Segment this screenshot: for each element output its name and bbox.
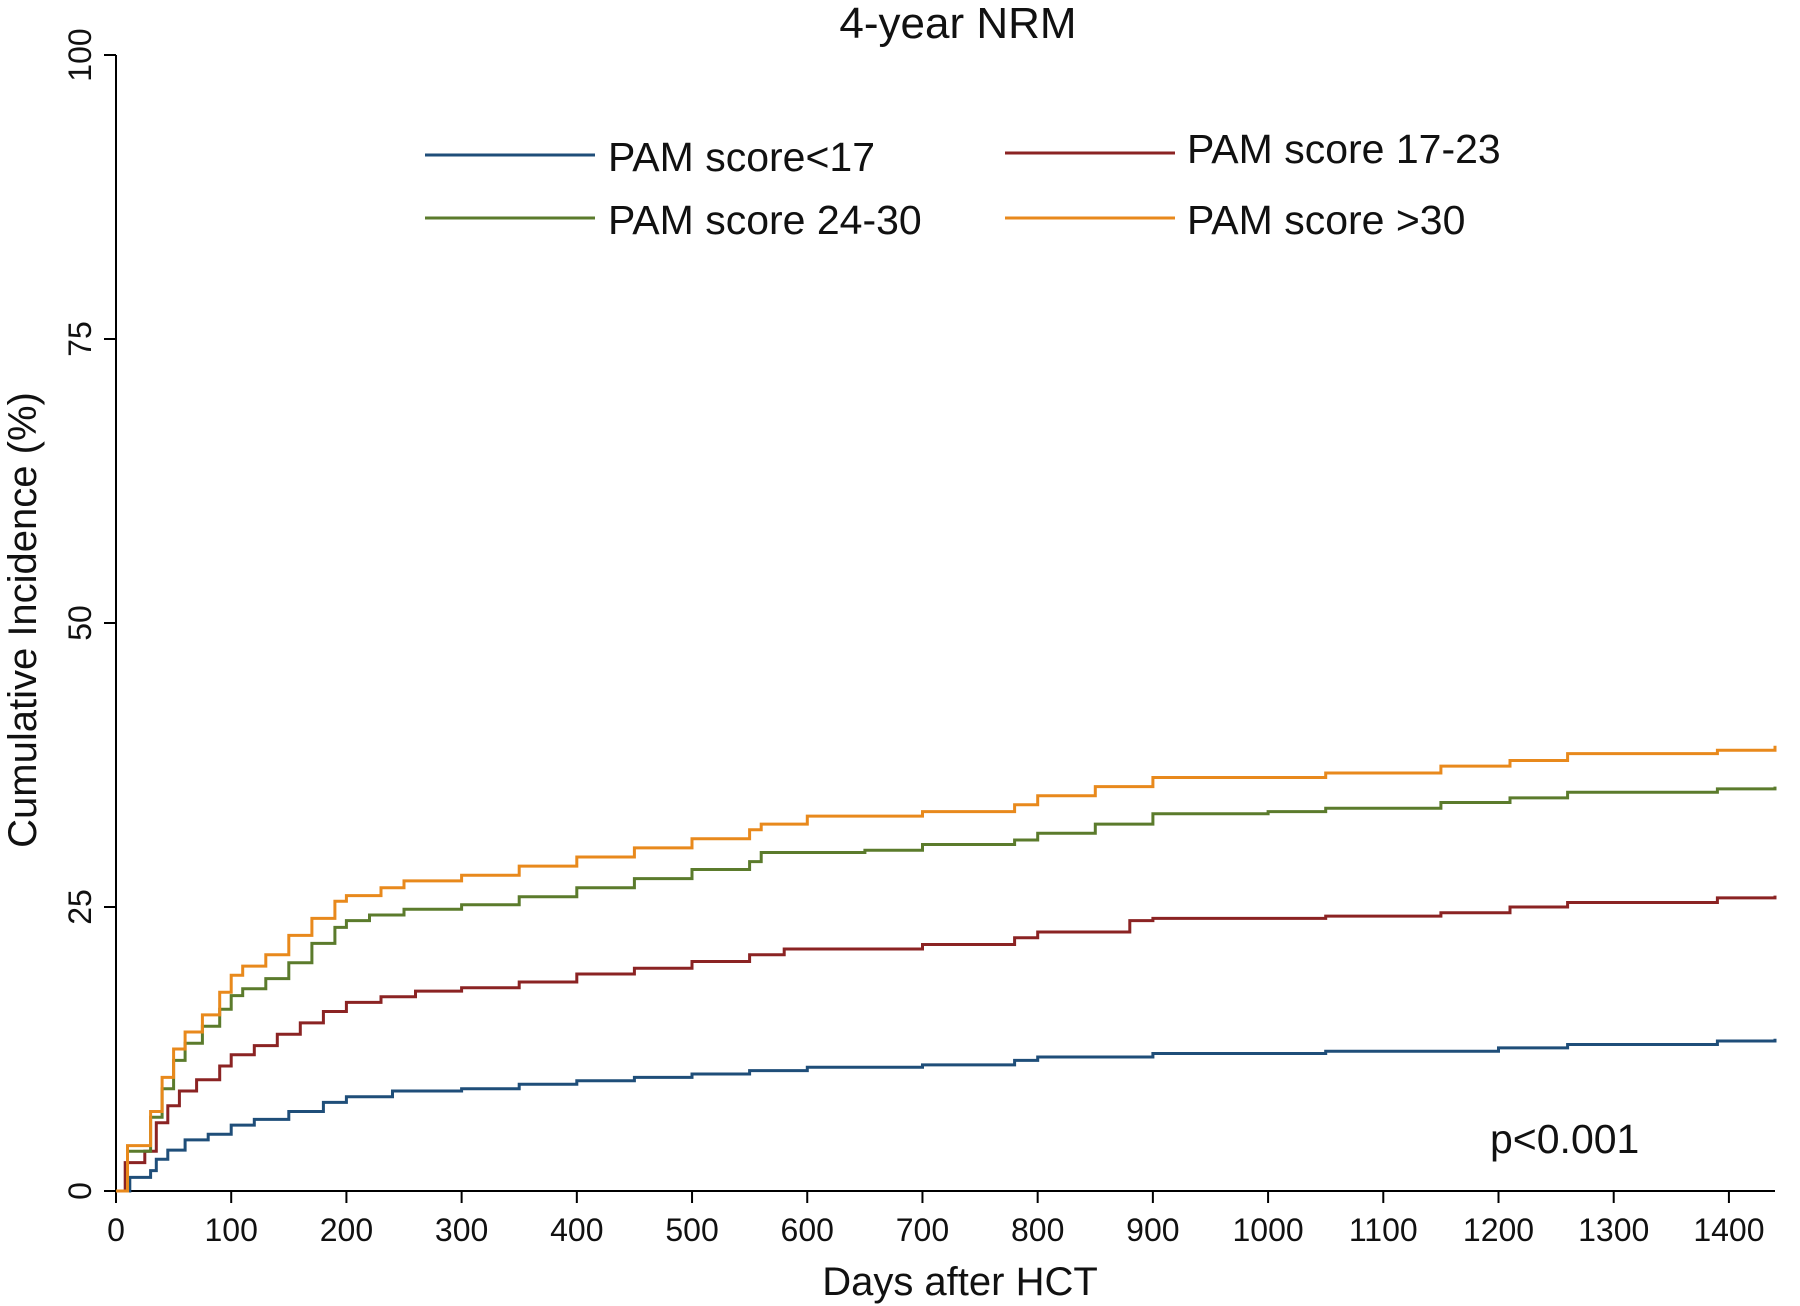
x-tick-label: 0 — [107, 1212, 125, 1248]
legend-label-series-4: PAM score >30 — [1187, 197, 1465, 243]
chart-title: 4-year NRM — [839, 0, 1076, 48]
x-tick-label: 700 — [896, 1212, 949, 1248]
series-lines — [116, 745, 1777, 1193]
x-axis-ticks: 0 100 200 300 400 500 600 700 800 900 1000 1100 1200… — [107, 1191, 1765, 1248]
series-line-1 — [116, 1038, 1777, 1193]
y-tick-label: 50 — [62, 605, 98, 641]
y-axis-label: Cumulative Incidence (%) — [1, 392, 45, 848]
legend: PAM score<17 PAM score 17-23 PAM score 2… — [425, 126, 1501, 243]
legend-label-series-2: PAM score 17-23 — [1187, 126, 1501, 172]
x-tick-label: 1400 — [1693, 1212, 1764, 1248]
y-axis-ticks: 0 25 50 75 100 — [62, 28, 116, 1200]
x-tick-label: 400 — [550, 1212, 603, 1248]
series-line-2 — [116, 895, 1777, 1193]
y-tick-label: 0 — [62, 1182, 98, 1200]
x-tick-label: 200 — [320, 1212, 373, 1248]
x-tick-label: 1000 — [1232, 1212, 1303, 1248]
series-line-4 — [116, 745, 1777, 1193]
x-tick-label: 300 — [435, 1212, 488, 1248]
x-tick-label: 100 — [205, 1212, 258, 1248]
x-tick-label: 800 — [1011, 1212, 1064, 1248]
x-tick-label: 900 — [1126, 1212, 1179, 1248]
x-tick-label: 500 — [665, 1212, 718, 1248]
p-value-annotation: p<0.001 — [1490, 1116, 1639, 1162]
legend-label-series-3: PAM score 24-30 — [608, 197, 922, 243]
x-tick-label: 600 — [781, 1212, 834, 1248]
y-tick-label: 75 — [62, 321, 98, 357]
y-tick-label: 25 — [62, 889, 98, 925]
x-tick-label: 1300 — [1578, 1212, 1649, 1248]
y-tick-label: 100 — [62, 28, 98, 81]
x-axis-label: Days after HCT — [822, 1260, 1098, 1304]
legend-label-series-1: PAM score<17 — [608, 134, 875, 180]
x-tick-label: 1100 — [1349, 1212, 1418, 1248]
x-tick-label: 1200 — [1463, 1212, 1534, 1248]
